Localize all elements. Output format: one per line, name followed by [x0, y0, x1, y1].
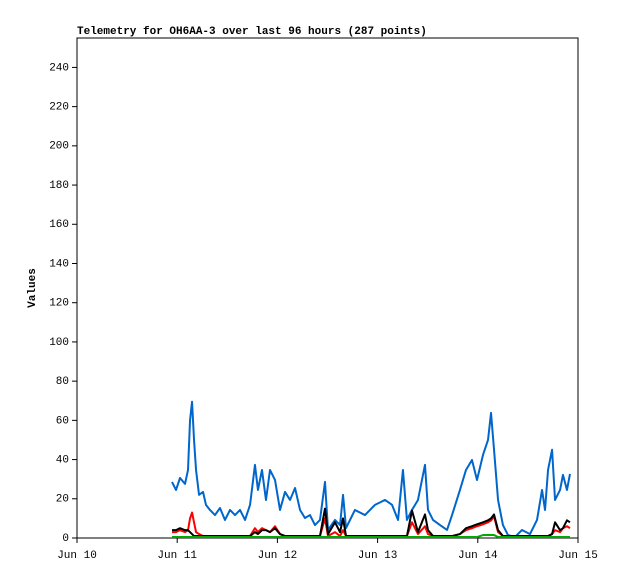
series-line [171, 400, 571, 539]
y-tick-label: 160 [49, 219, 69, 231]
chart-title: Telemetry for OH6AA-3 over last 96 hours… [77, 26, 427, 38]
x-tick-label: Jun 12 [258, 550, 298, 562]
y-tick-label: 80 [56, 376, 69, 388]
y-tick-label: 60 [56, 415, 69, 427]
y-tick-label: 100 [49, 337, 69, 349]
y-tick-label: 120 [49, 298, 69, 310]
y-tick-label: 220 [49, 102, 69, 114]
y-tick-label: 0 [62, 533, 69, 545]
x-tick-label: Jun 14 [458, 550, 498, 562]
y-axis-label: Values [27, 268, 39, 308]
x-tick-label: Jun 15 [558, 550, 598, 562]
x-tick-label: Jun 11 [157, 550, 197, 562]
y-tick-label: 140 [49, 258, 69, 270]
y-tick-label: 20 [56, 494, 69, 506]
y-tick-label: 180 [49, 180, 69, 192]
x-tick-label: Jun 10 [57, 550, 97, 562]
series-line [171, 511, 571, 538]
y-tick-label: 200 [49, 141, 69, 153]
x-tick-label: Jun 13 [358, 550, 398, 562]
y-tick-label: 240 [49, 62, 69, 74]
plot-frame [76, 37, 579, 539]
series-line [171, 534, 570, 539]
y-tick-label: 40 [56, 454, 69, 466]
